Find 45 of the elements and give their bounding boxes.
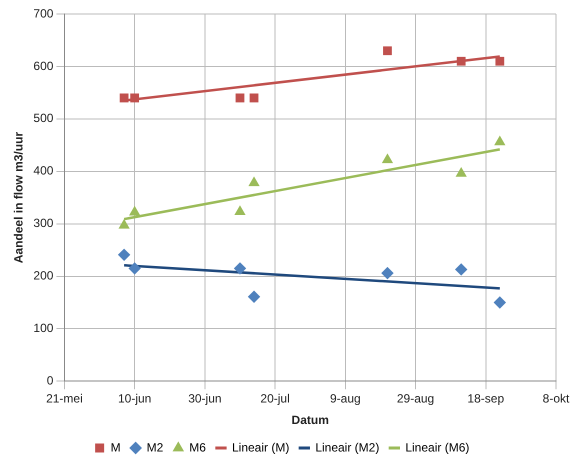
x-tick-label: 18-sep	[467, 392, 504, 406]
point	[455, 263, 468, 276]
x-tick-label: 10-jun	[118, 392, 152, 406]
x-tick-label: 8-okt	[542, 392, 570, 406]
legend-label: Lineair (M6)	[405, 440, 470, 454]
legend-label: M6	[189, 440, 206, 454]
point	[130, 94, 140, 102]
point	[494, 136, 506, 146]
point	[118, 248, 130, 261]
legend-label: Lineair (M2)	[315, 440, 380, 454]
legend-label: M	[110, 440, 121, 454]
point	[382, 154, 393, 164]
y-tick-label: 500	[33, 111, 54, 126]
point	[456, 56, 466, 66]
y-tick-label: 700	[33, 6, 54, 20]
y-tick-label: 400	[33, 164, 54, 178]
x-tick-label: 29-aug	[396, 392, 434, 406]
point	[236, 94, 244, 102]
point	[129, 206, 140, 216]
point	[128, 262, 141, 274]
point	[120, 94, 128, 102]
x-tick-label: 9-aug	[330, 392, 361, 406]
point	[248, 176, 260, 186]
legend-label: M2	[146, 440, 164, 454]
x-tick-label: 30-jun	[188, 392, 222, 406]
point	[234, 262, 246, 274]
legend-label: Lineair (M)	[232, 440, 290, 454]
point	[234, 206, 246, 216]
y-tick-label: 300	[33, 216, 54, 230]
y-tick-label: 600	[33, 58, 54, 73]
y-axis-title: Aandeel in flow m3/uur	[12, 132, 26, 264]
y-tick-label: 200	[33, 268, 54, 283]
point	[381, 267, 394, 280]
x-axis-title: Datum	[292, 413, 329, 428]
point	[456, 167, 466, 177]
x-tick-label: 20-jul	[260, 392, 290, 406]
point	[250, 94, 258, 102]
y-tick-label: 0	[46, 374, 54, 388]
y-tick-label: 100	[33, 321, 54, 336]
point	[495, 56, 504, 66]
point	[118, 219, 130, 229]
point	[383, 46, 392, 56]
x-tick-label: 21-mei	[46, 392, 83, 406]
point	[494, 296, 506, 309]
point	[248, 290, 260, 303]
